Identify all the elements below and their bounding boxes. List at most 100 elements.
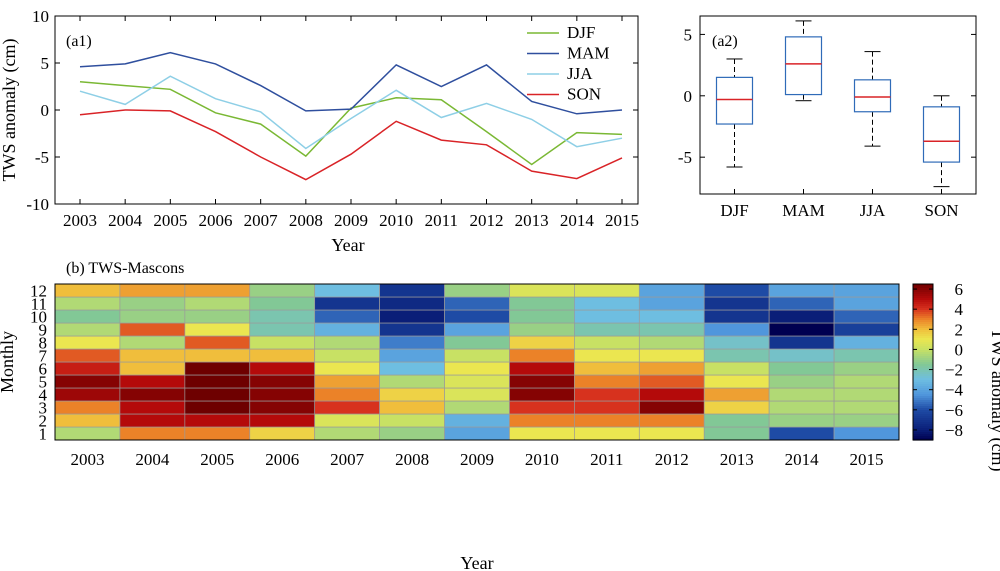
colorbar-segment (913, 320, 933, 323)
a1-x-tick-label: 2012 (470, 211, 504, 230)
colorbar-segment (913, 388, 933, 391)
heatmap-cell (833, 348, 900, 363)
heatmap-cell (314, 309, 380, 324)
heatmap-cell (314, 335, 380, 350)
heatmap-cell (574, 374, 640, 389)
heatmap-cell (574, 283, 640, 298)
box-iqr (853, 79, 892, 113)
heatmap-cell (314, 283, 380, 298)
colorbar-segment (913, 432, 933, 435)
heatmap-cell (703, 374, 770, 389)
heatmap-cell (184, 426, 251, 441)
box-iqr (715, 76, 754, 125)
heatmap-cell (54, 413, 121, 428)
heatmap-cell (379, 309, 445, 324)
heatmap-cell (638, 348, 705, 363)
b-x-tick-label: 2005 (200, 450, 234, 469)
heatmap-cell (833, 335, 900, 350)
heatmap-cell (184, 335, 251, 350)
heatmap-cell (768, 348, 835, 363)
heatmap-cell (119, 309, 186, 324)
colorbar-segment (913, 414, 933, 417)
a1-x-axis-label: Year (331, 235, 364, 255)
colorbar-segment (913, 330, 933, 333)
heatmap-cell (444, 335, 510, 350)
heatmap-cell (703, 400, 770, 415)
heatmap-cell (768, 374, 835, 389)
heatmap-cell (54, 283, 121, 298)
colorbar-segment (913, 384, 933, 387)
colorbar-segment (913, 386, 933, 389)
heatmap-cell (249, 322, 316, 337)
heatmap-cell (379, 296, 445, 311)
colorbar-segment (913, 342, 933, 345)
colorbar-tick-label: 4 (955, 300, 964, 319)
heatmap-cell (314, 413, 380, 428)
colorbar-segment (913, 362, 933, 365)
colorbar-segment (913, 372, 933, 375)
heatmap-cell (768, 322, 835, 337)
a1-x-tick-label: 2015 (605, 211, 639, 230)
heatmap-cell (314, 322, 380, 337)
b-y-tick-label: 5 (39, 373, 48, 392)
legend-label-son: SON (567, 85, 601, 104)
box-iqr (922, 106, 961, 163)
heatmap-cell (574, 335, 640, 350)
heatmap-cell (768, 426, 835, 441)
heatmap-cell (768, 296, 835, 311)
b-y-tick-label: 6 (39, 360, 48, 379)
heatmap-cell (833, 322, 900, 337)
heatmap-cell (833, 413, 900, 428)
heatmap-cell (509, 322, 575, 337)
b-y-tick-label: 4 (39, 386, 48, 405)
colorbar-segment (913, 398, 933, 401)
colorbar-segment (913, 434, 933, 437)
colorbar-segment (913, 404, 933, 407)
heatmap-cell (833, 374, 900, 389)
colorbar-segment (913, 326, 933, 329)
colorbar-segment (913, 420, 933, 423)
a1-y-tick-label: -10 (26, 195, 49, 214)
heatmap-cell (314, 400, 380, 415)
colorbar-segment (913, 424, 933, 427)
heatmap-cell (54, 348, 121, 363)
heatmap-cell (574, 426, 640, 441)
heatmap-cell (249, 348, 316, 363)
heatmap-cell (379, 322, 445, 337)
heatmap-cell (119, 400, 186, 415)
colorbar-segment (913, 394, 933, 397)
colorbar-segment (913, 378, 933, 381)
colorbar-tick-label: −8 (945, 421, 963, 440)
colorbar-segment (913, 376, 933, 379)
colorbar-segment (913, 422, 933, 425)
heatmap-cell (638, 283, 705, 298)
heatmap-cell (833, 426, 900, 441)
a1-y-tick-label: 5 (41, 54, 50, 73)
heatmap-cell (119, 361, 186, 376)
heatmap-cell (54, 400, 121, 415)
heatmap-cell (574, 348, 640, 363)
b-x-tick-label: 2008 (395, 450, 429, 469)
colorbar-label: TWS anomaly (cm) (987, 329, 1000, 472)
b-y-tick-label: 10 (30, 308, 47, 327)
colorbar-segment (913, 416, 933, 419)
heatmap-cell (54, 335, 121, 350)
colorbar-segment (913, 366, 933, 369)
b-y-tick-label: 3 (39, 399, 48, 418)
heatmap-cell (314, 426, 380, 441)
heatmap-cell (833, 309, 900, 324)
legend-label-mam: MAM (567, 44, 610, 63)
colorbar-segment (913, 312, 933, 315)
heatmap-cell (509, 413, 575, 428)
heatmap-cell (703, 387, 770, 402)
heatmap-cell (54, 296, 121, 311)
heatmap-cell (703, 413, 770, 428)
b-x-tick-label: 2011 (590, 450, 623, 469)
heatmap-cell (379, 400, 445, 415)
b-x-tick-label: 2013 (720, 450, 754, 469)
a1-panel-label: (a1) (66, 33, 92, 50)
colorbar-segment (913, 284, 933, 287)
heatmap-cell (379, 283, 445, 298)
heatmap-cell (444, 322, 510, 337)
